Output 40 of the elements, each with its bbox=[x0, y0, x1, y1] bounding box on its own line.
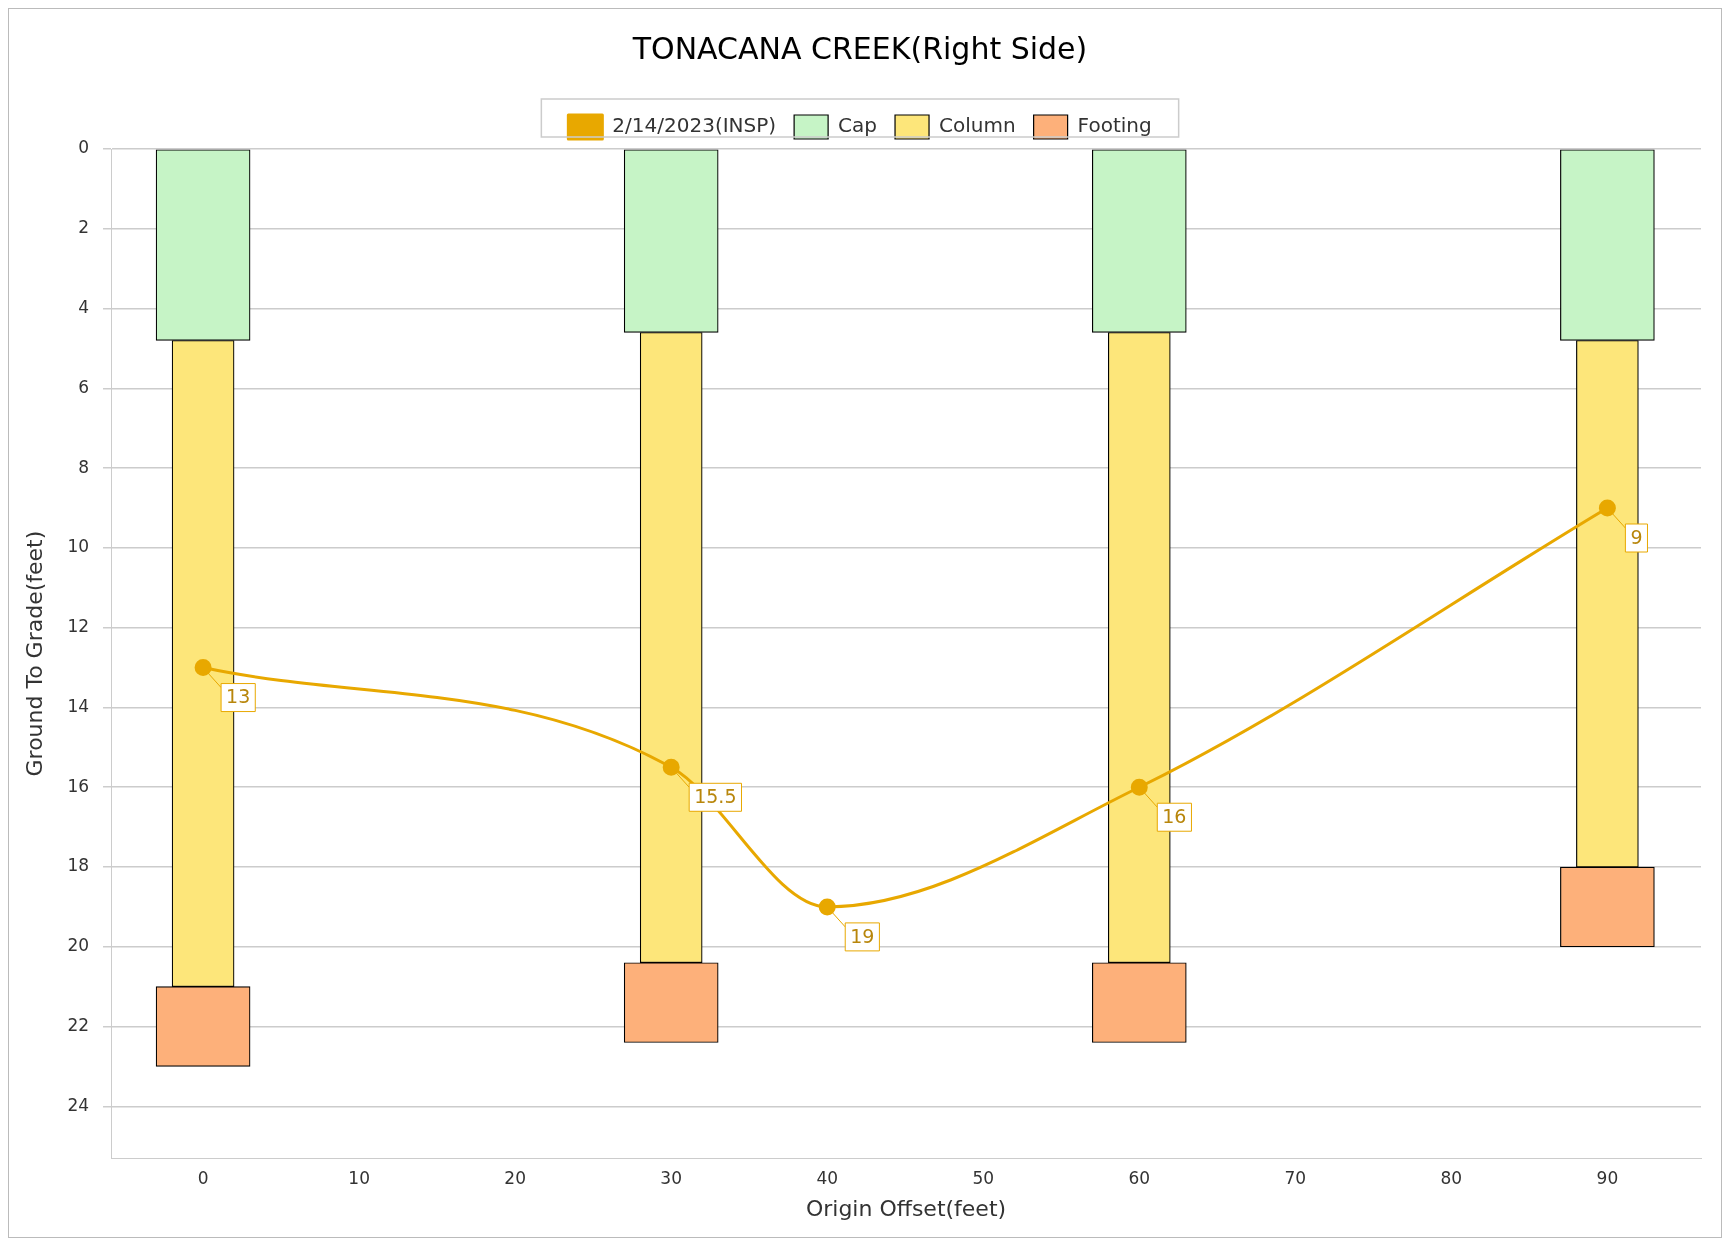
y-tick-label: 14 bbox=[67, 695, 90, 716]
x-axis-title: Origin Offset(feet) bbox=[805, 1195, 1007, 1221]
data-label: 9 bbox=[1630, 525, 1643, 548]
point bbox=[194, 659, 212, 677]
legend-label: 2/14/2023(INSP) bbox=[612, 113, 777, 138]
y-tick-label: 0 bbox=[78, 137, 90, 158]
x-tick-label: 50 bbox=[972, 1167, 995, 1188]
x-tick-label: 80 bbox=[1440, 1167, 1463, 1188]
data-label: 15.5 bbox=[694, 785, 737, 808]
y-tick-label: 8 bbox=[78, 456, 90, 477]
y-tick-label: 6 bbox=[78, 376, 90, 397]
y-tick-label: 24 bbox=[67, 1094, 90, 1115]
legend-label: Footing bbox=[1077, 113, 1152, 138]
x-tick-label: 40 bbox=[816, 1167, 839, 1188]
data-label: 19 bbox=[850, 924, 875, 947]
data-label: 13 bbox=[226, 685, 251, 708]
legend-label: Column bbox=[939, 113, 1016, 138]
y-tick-label: 20 bbox=[67, 935, 90, 956]
chart-title: TONACANA CREEK(Right Side) bbox=[631, 30, 1088, 66]
y-tick-label: 10 bbox=[67, 536, 90, 557]
y-tick-label: 4 bbox=[78, 296, 90, 317]
y-tick-label: 2 bbox=[78, 217, 90, 238]
y-tick-label: 16 bbox=[67, 775, 90, 796]
y-tick-label: 12 bbox=[67, 616, 90, 637]
data-label: 16 bbox=[1162, 805, 1187, 828]
x-tick-label: 0 bbox=[197, 1167, 209, 1188]
x-tick-label: 30 bbox=[660, 1167, 683, 1188]
x-tick-label: 90 bbox=[1596, 1167, 1619, 1188]
point bbox=[1598, 499, 1616, 517]
y-tick-label: 22 bbox=[67, 1014, 90, 1035]
point bbox=[1130, 778, 1148, 796]
x-tick-label: 20 bbox=[504, 1167, 526, 1188]
y-axis-title: Ground To Grade(feet) bbox=[21, 530, 47, 777]
x-tick-label: 10 bbox=[348, 1167, 370, 1188]
x-tick-label: 70 bbox=[1284, 1167, 1307, 1188]
point bbox=[662, 758, 680, 776]
x-tick-label: 60 bbox=[1128, 1167, 1151, 1188]
legend-label: Cap bbox=[838, 113, 878, 138]
point bbox=[818, 898, 836, 916]
y-tick-label: 18 bbox=[67, 855, 90, 876]
